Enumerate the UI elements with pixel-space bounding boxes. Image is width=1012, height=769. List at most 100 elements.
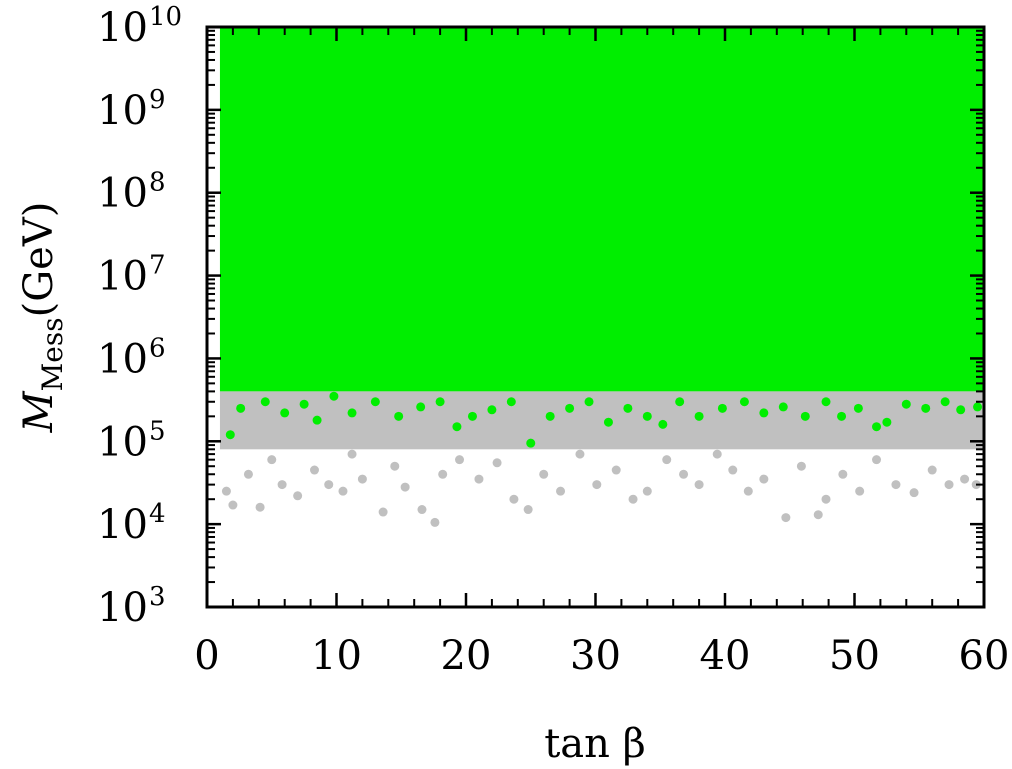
green-point xyxy=(800,411,810,421)
y-axis-title: MMess(GeV) xyxy=(16,202,69,434)
gray-point xyxy=(474,474,484,484)
gray-dense-band xyxy=(219,391,984,450)
green-point xyxy=(435,397,445,407)
y-tick-base: 10 xyxy=(97,585,148,631)
green-point xyxy=(565,403,575,413)
gray-point xyxy=(855,486,865,496)
gray-point xyxy=(324,480,334,490)
scatter-points xyxy=(219,391,984,527)
y-tick-exponent: 8 xyxy=(149,168,166,198)
x-tick-label: 30 xyxy=(570,633,621,679)
gray-point xyxy=(523,505,533,515)
gray-point xyxy=(707,430,717,440)
green-point xyxy=(545,411,555,421)
gray-point xyxy=(277,480,287,490)
gray-point xyxy=(487,415,497,425)
green-point xyxy=(956,405,966,415)
y-tick-base: 10 xyxy=(97,5,148,51)
green-point xyxy=(694,411,704,421)
green-point xyxy=(675,397,685,407)
green-point xyxy=(940,397,950,407)
x-tick-label: 40 xyxy=(700,633,751,679)
x-tick-label: 20 xyxy=(441,633,492,679)
gray-point xyxy=(309,465,319,475)
green-point xyxy=(778,402,788,412)
x-tick-label: 10 xyxy=(311,633,362,679)
gray-point xyxy=(255,502,265,512)
dense-green-region xyxy=(219,27,984,392)
gray-point xyxy=(944,480,954,490)
gray-point xyxy=(611,465,621,475)
y-tick-base: 10 xyxy=(97,88,148,134)
gray-point xyxy=(238,430,248,440)
green-point xyxy=(280,408,290,418)
gray-point xyxy=(509,494,519,504)
gray-point xyxy=(556,486,566,496)
green-point xyxy=(452,422,462,432)
svg-text:MMess(GeV): MMess(GeV) xyxy=(16,202,69,434)
gray-point xyxy=(628,494,638,504)
gray-point xyxy=(575,449,585,459)
gray-point xyxy=(267,455,277,465)
green-point xyxy=(872,422,882,432)
gray-point xyxy=(772,411,782,421)
x-axis-title: tan β xyxy=(544,721,646,767)
y-axis-title-unit: (GeV) xyxy=(16,202,62,318)
green-point xyxy=(921,403,931,413)
x-tick-label: 0 xyxy=(194,633,219,679)
green-point xyxy=(603,417,613,427)
gray-point xyxy=(872,455,882,465)
green-point xyxy=(584,397,594,407)
gray-point xyxy=(712,449,722,459)
gray-point xyxy=(592,480,602,490)
y-tick-label: 10 8 xyxy=(97,168,165,217)
gray-point xyxy=(838,469,848,479)
gray-point xyxy=(378,507,388,517)
y-tick-base: 10 xyxy=(97,171,148,217)
green-point xyxy=(260,397,270,407)
y-tick-exponent: 4 xyxy=(149,499,166,529)
green-point xyxy=(312,415,322,425)
gray-point xyxy=(357,474,367,484)
y-axis-title-sub: Mess xyxy=(36,317,69,391)
y-tick-base: 10 xyxy=(97,502,148,548)
green-point xyxy=(506,397,516,407)
y-tick-exponent: 7 xyxy=(149,251,166,281)
green-point xyxy=(329,391,339,401)
green-point xyxy=(225,430,235,440)
gray-point xyxy=(492,458,502,468)
green-point xyxy=(416,402,426,412)
green-point xyxy=(837,411,847,421)
green-point xyxy=(299,399,309,409)
green-point xyxy=(882,417,892,427)
y-tick-label: 10 7 xyxy=(97,251,165,300)
y-tick-exponent: 9 xyxy=(149,85,166,115)
y-axis-title-main: M xyxy=(16,390,62,433)
gray-point xyxy=(338,486,348,496)
gray-point xyxy=(953,433,963,443)
green-point xyxy=(347,408,357,418)
green-point xyxy=(717,403,727,413)
gray-point xyxy=(455,455,465,465)
gray-point xyxy=(347,449,357,459)
green-point xyxy=(487,405,497,415)
x-tick-labels: 0 10 20 30 40 50 60 xyxy=(194,633,1009,679)
gray-point xyxy=(813,510,823,520)
gray-point xyxy=(743,486,753,496)
green-point xyxy=(623,403,633,413)
gray-point xyxy=(438,469,448,479)
y-tick-label: 10 9 xyxy=(97,85,165,134)
gray-point xyxy=(243,469,253,479)
y-tick-label: 10 10 xyxy=(97,2,182,51)
gray-point xyxy=(342,422,352,432)
y-tick-label: 10 6 xyxy=(97,333,165,382)
gray-point xyxy=(914,415,924,425)
y-tick-base: 10 xyxy=(97,254,148,300)
gray-point xyxy=(781,513,791,523)
gray-point xyxy=(539,469,549,479)
gray-point xyxy=(293,491,303,501)
gray-point xyxy=(679,469,689,479)
gray-point xyxy=(636,419,646,429)
